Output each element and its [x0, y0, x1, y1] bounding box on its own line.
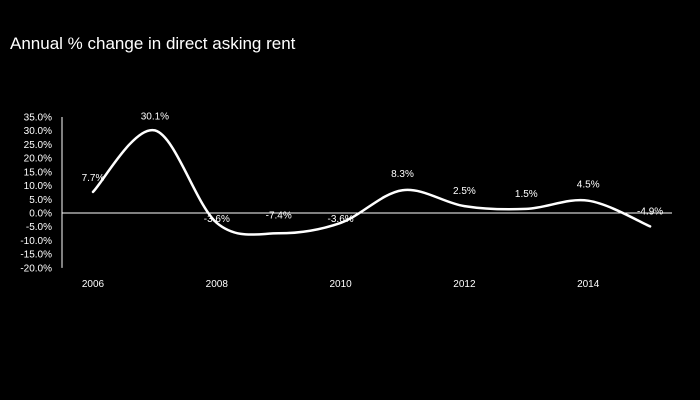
- data-label: 7.7%: [82, 173, 105, 184]
- chart-title: Annual % change in direct asking rent: [10, 34, 296, 53]
- data-label: -3.6%: [328, 214, 354, 225]
- data-label: 30.1%: [141, 111, 169, 122]
- y-tick-label: 10.0%: [24, 181, 52, 192]
- data-label: 1.5%: [515, 189, 538, 200]
- y-tick-label: -5.0%: [26, 222, 52, 233]
- data-label: -4.9%: [637, 206, 663, 217]
- y-tick-label: 15.0%: [24, 167, 52, 178]
- x-tick-label: 2014: [577, 279, 600, 290]
- data-label: 2.5%: [453, 186, 476, 197]
- y-tick-label: 5.0%: [29, 195, 52, 206]
- x-tick-label: 2010: [329, 279, 352, 290]
- y-tick-label: 30.0%: [24, 126, 52, 137]
- x-tick-label: 2006: [82, 279, 105, 290]
- y-tick-label: -20.0%: [20, 263, 52, 274]
- y-tick-label: -15.0%: [20, 250, 52, 261]
- x-tick-label: 2012: [453, 279, 476, 290]
- y-tick-label: -10.0%: [20, 236, 52, 247]
- series-line: [91, 129, 652, 236]
- data-label: 4.5%: [577, 180, 600, 191]
- x-tick-label: 2008: [206, 279, 229, 290]
- y-tick-label: 35.0%: [24, 112, 52, 123]
- y-tick-label: 0.0%: [29, 209, 52, 220]
- data-label: -3.6%: [204, 214, 230, 225]
- y-tick-label: 25.0%: [24, 140, 52, 151]
- data-label: 8.3%: [391, 169, 414, 180]
- data-label: -7.4%: [266, 210, 292, 221]
- y-tick-label: 20.0%: [24, 154, 52, 165]
